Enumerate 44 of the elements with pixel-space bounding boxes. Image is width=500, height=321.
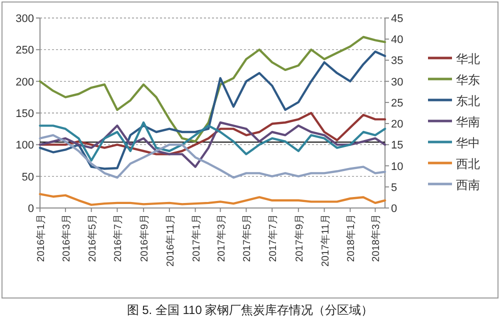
x-tick-label: 2017年5月: [241, 214, 254, 262]
y2-tick-label: 45: [391, 13, 404, 25]
y2-tick-label: 0: [391, 203, 398, 215]
y-tick-label: 0: [28, 203, 34, 215]
x-tick-label: 2018年1月: [345, 214, 358, 262]
x-tick-label: 2018年3月: [370, 214, 382, 262]
line-series: [38, 134, 386, 179]
x-tick-label: 2017年9月: [293, 214, 306, 262]
legend-label: 西北: [456, 157, 480, 171]
legend-label: 东北: [456, 94, 480, 108]
x-tick-label: 2016年7月: [112, 214, 124, 262]
y2-tick-label: 20: [391, 118, 404, 131]
y-tick-label: 50: [22, 171, 34, 184]
legend-label: 华北: [456, 52, 480, 66]
line-series: [38, 36, 386, 143]
y-tick-label: 150: [16, 108, 34, 120]
line-series: [38, 192, 386, 206]
legend-label: 华东: [456, 73, 480, 87]
text: 图 5. 全国 110 家钢厂焦炭库存情况（分区域）: [126, 303, 374, 317]
legend-label: 西南: [456, 178, 480, 192]
x-tick-label: 2017年7月: [267, 214, 280, 262]
y-tick-label: 100: [16, 140, 34, 152]
y2-tick-label: 15: [391, 140, 404, 152]
line-series: [38, 50, 386, 170]
y-tick-label: 250: [16, 44, 34, 57]
x-tick-label: 2016年11月: [164, 214, 176, 267]
y2-tick-label: 40: [391, 34, 404, 46]
x-tick-label: 2016年9月: [138, 214, 151, 262]
y-tick-label: 300: [16, 13, 34, 25]
legend-label: 华南: [456, 115, 480, 129]
x-tick-label: 2016年3月: [60, 214, 72, 262]
legend-label: 华中: [456, 136, 480, 150]
y2-tick-label: 25: [391, 97, 404, 110]
y2-tick-label: 30: [391, 76, 404, 88]
y-tick-label: 200: [16, 76, 34, 88]
x-tick-label: 2017年1月: [190, 214, 202, 262]
y2-tick-label: 5: [391, 182, 398, 194]
x-tick-label: 2016年1月: [35, 214, 47, 262]
y2-tick-label: 10: [391, 160, 404, 173]
x-tick-label: 2017年11月: [319, 214, 332, 267]
x-tick-label: 2016年5月: [86, 214, 98, 262]
line-series: [38, 112, 386, 156]
x-tick-label: 2017年3月: [215, 214, 228, 262]
y2-tick-label: 35: [391, 55, 404, 68]
